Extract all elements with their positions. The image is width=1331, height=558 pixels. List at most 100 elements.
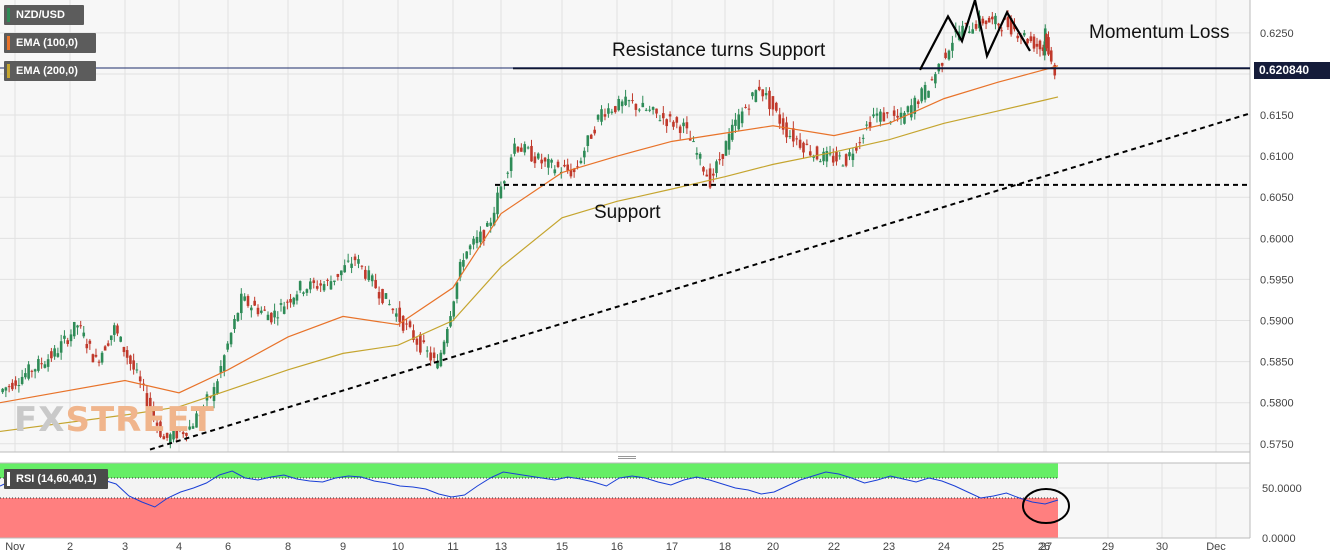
candle-body: [439, 352, 443, 367]
current-price-tag: 0.620840: [1254, 62, 1330, 79]
legend-swatch: [7, 64, 10, 78]
candle-body: [106, 343, 110, 346]
candle-body: [991, 16, 994, 20]
candle-body: [569, 169, 573, 177]
candle-body: [984, 20, 988, 25]
candle-body: [940, 63, 944, 66]
candle-body: [185, 432, 188, 436]
y-tick-label: 0.6100: [1260, 151, 1294, 163]
candle-body: [589, 134, 593, 139]
x-tick-label: 9: [340, 541, 346, 553]
candle-body: [326, 279, 329, 281]
candle-body: [968, 31, 971, 33]
candle-body: [971, 29, 974, 34]
candle-body: [828, 153, 832, 155]
candle-body: [165, 432, 169, 438]
y-tick-label: 0.5800: [1260, 398, 1294, 410]
candle-body: [236, 312, 240, 321]
candle-body: [152, 407, 155, 417]
candle-body: [289, 299, 292, 303]
candle-body: [600, 109, 603, 122]
candle-body: [944, 52, 947, 58]
candle-body: [50, 351, 53, 359]
candle-body: [33, 369, 37, 372]
candle-body: [492, 212, 496, 226]
candle-body: [778, 114, 782, 124]
candle-body: [556, 161, 560, 167]
candle-body: [624, 96, 627, 106]
candle-body: [672, 121, 675, 127]
candle-body: [88, 340, 92, 344]
x-tick-label: 3: [122, 541, 128, 553]
candle-body: [1, 388, 4, 393]
candle-body: [422, 340, 426, 343]
y-tick-label: 0.5900: [1260, 316, 1294, 328]
candle-body: [675, 117, 679, 123]
candle-body: [415, 338, 419, 345]
candle-body: [540, 159, 543, 164]
rsi-overbought-zone: [0, 463, 1058, 478]
candle-body: [523, 144, 527, 153]
y-tick-label: 0.5750: [1260, 439, 1294, 451]
candle-body: [896, 115, 899, 118]
candle-body: [364, 269, 367, 279]
candle-body: [747, 108, 751, 110]
candle-body: [771, 96, 775, 110]
ema100-line: [0, 65, 1059, 404]
legend-ema100[interactable]: EMA (100,0): [4, 33, 96, 53]
candle-body: [222, 355, 226, 372]
candle-body: [868, 122, 872, 128]
candle-body: [398, 307, 402, 322]
candle-body: [24, 373, 27, 378]
candle-body: [576, 166, 579, 168]
annotation-resistance: Resistance turns Support: [612, 40, 826, 61]
legend-symbol[interactable]: NZD/USD: [4, 5, 84, 25]
candle-body: [994, 15, 997, 25]
candle-body: [155, 422, 159, 426]
legend-ema200[interactable]: EMA (200,0): [4, 61, 96, 81]
candle-body: [56, 353, 60, 357]
candle-body: [239, 293, 243, 314]
x-tick-label: 25: [992, 541, 1004, 553]
candle-body: [419, 334, 422, 353]
candle-body: [808, 151, 812, 156]
candle-body: [655, 108, 658, 114]
candle-body: [757, 86, 761, 91]
candle-body: [923, 84, 927, 100]
candle-body: [1009, 18, 1013, 35]
candle-body: [764, 93, 768, 96]
candle-body: [485, 222, 489, 227]
candle-body: [384, 293, 388, 299]
candle-body: [1043, 41, 1047, 56]
legend-swatch: [7, 8, 10, 22]
pane-resize-handle[interactable]: [618, 455, 636, 462]
y-tick-label: 0.6050: [1260, 192, 1294, 204]
candle-body: [974, 23, 978, 29]
candle-body: [113, 325, 116, 335]
candle-body: [550, 159, 553, 163]
candle-body: [858, 142, 862, 144]
candle-body: [360, 265, 364, 267]
watermark-street: STREET: [65, 400, 215, 440]
candle-body: [951, 42, 954, 51]
candle-body: [530, 145, 533, 162]
candle-body: [452, 301, 456, 317]
candle-body: [202, 406, 205, 409]
candle-body: [861, 137, 865, 139]
x-tick-label: 11: [447, 541, 458, 553]
legend-rsi[interactable]: RSI (14,60,40,1): [4, 469, 108, 489]
candle-body: [436, 361, 439, 369]
candle-body: [53, 348, 56, 357]
candle-body: [596, 114, 600, 120]
candle-body: [40, 363, 43, 365]
candle-body: [322, 284, 326, 291]
candle-body: [583, 150, 586, 158]
candle-body: [740, 111, 744, 124]
candle-body: [119, 336, 122, 342]
candle-body: [648, 109, 651, 111]
candle-body: [305, 289, 309, 293]
candle-body: [795, 138, 799, 140]
candle-body: [94, 354, 98, 357]
x-tick-label: 22: [828, 541, 840, 553]
